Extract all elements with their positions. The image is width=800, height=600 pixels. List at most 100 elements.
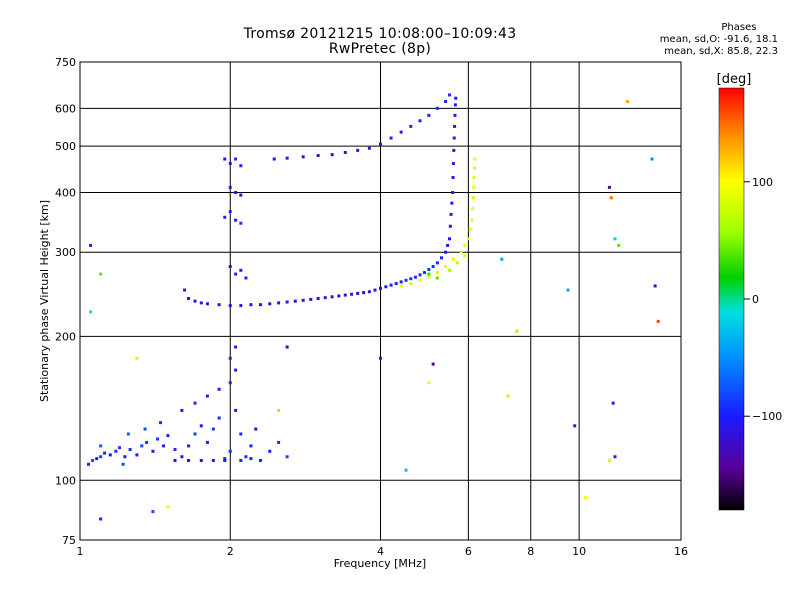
- echo-point: [217, 416, 221, 420]
- echo-point: [451, 257, 455, 261]
- x-tick-labels: 1 2 4 6 8 10 16: [77, 545, 689, 558]
- x-tick-label: 2: [227, 545, 234, 558]
- echo-point: [444, 250, 448, 254]
- echo-point: [409, 282, 413, 286]
- colorbar: [718, 87, 745, 511]
- echo-point: [617, 243, 621, 247]
- echo-point: [448, 93, 452, 97]
- echo-point: [427, 268, 431, 272]
- echo-point: [427, 381, 431, 385]
- echo-point: [431, 265, 435, 269]
- echo-point: [268, 302, 272, 306]
- y-tick-label: 400: [55, 186, 76, 199]
- echo-point: [343, 293, 347, 297]
- echo-point: [451, 161, 455, 165]
- stats-line-x: mean, sd,X: 85.8, 22.3: [664, 46, 778, 57]
- echo-point: [123, 455, 127, 459]
- echo-point: [285, 455, 289, 459]
- echo-point: [413, 275, 417, 279]
- y-tick-label: 500: [55, 140, 76, 153]
- echo-point: [409, 277, 413, 281]
- y-tick-label: 100: [55, 474, 76, 487]
- echo-point: [440, 256, 444, 260]
- echo-point: [435, 271, 439, 275]
- echo-point: [446, 243, 450, 247]
- grid: [80, 62, 681, 540]
- echo-point: [471, 196, 475, 200]
- echo-point: [126, 432, 130, 436]
- y-tick-label: 300: [55, 246, 76, 259]
- echo-point: [566, 288, 570, 292]
- echo-point: [249, 303, 253, 307]
- echo-point: [99, 272, 103, 276]
- echo-point: [418, 273, 422, 277]
- echo-point: [259, 458, 263, 462]
- echo-point: [103, 451, 107, 455]
- echo-point: [379, 286, 382, 290]
- x-tick-label: 16: [674, 545, 688, 558]
- echo-point: [453, 113, 457, 117]
- echo-point: [404, 468, 408, 472]
- echo-point: [87, 462, 91, 466]
- echo-point: [239, 304, 243, 308]
- echo-point: [217, 303, 221, 307]
- echo-point: [330, 295, 334, 299]
- echo-point: [452, 148, 456, 152]
- echo-point: [108, 453, 112, 457]
- echo-point: [223, 458, 227, 462]
- echo-point: [301, 298, 305, 302]
- echo-point: [472, 166, 476, 170]
- echo-point: [205, 394, 209, 398]
- echo-point: [173, 447, 177, 451]
- echo-point: [399, 280, 403, 284]
- echo-point: [249, 444, 253, 448]
- echo-point: [316, 154, 320, 158]
- echo-point: [151, 510, 155, 514]
- echo-point: [607, 458, 611, 462]
- x-tick-label: 8: [527, 545, 534, 558]
- echo-point: [427, 113, 431, 117]
- echo-point: [217, 387, 221, 391]
- echo-point: [145, 440, 149, 444]
- echo-point: [435, 261, 439, 265]
- echo-point: [470, 218, 474, 222]
- echo-point: [427, 275, 431, 279]
- echo-point: [193, 299, 197, 303]
- colorbar-ticks: 100 0 −100: [744, 176, 782, 423]
- y-tick-label: 750: [55, 56, 76, 69]
- echo-point: [473, 157, 477, 161]
- echo-point: [613, 237, 617, 241]
- x-axis-label: Frequency [MHz]: [334, 557, 426, 570]
- echo-point: [350, 292, 354, 296]
- echo-point: [656, 319, 660, 323]
- colorbar-tick-label: −100: [752, 410, 782, 423]
- echo-point: [506, 394, 510, 398]
- echo-point: [463, 254, 467, 258]
- echo-point: [609, 196, 613, 200]
- echo-point: [205, 440, 209, 444]
- echo-point: [455, 261, 459, 265]
- echo-point: [95, 457, 99, 461]
- echo-point: [234, 345, 238, 349]
- echo-point: [173, 458, 177, 462]
- echo-point: [143, 427, 147, 431]
- echo-point: [362, 291, 366, 295]
- echo-point: [448, 237, 452, 241]
- echo-point: [453, 103, 457, 107]
- echo-point: [180, 408, 184, 412]
- echo-point: [234, 218, 238, 222]
- echo-point: [244, 276, 248, 280]
- echo-point: [389, 283, 393, 287]
- echo-point: [159, 421, 163, 425]
- colorbar-tick-label: 100: [752, 176, 773, 189]
- echo-point: [228, 185, 232, 189]
- echo-point: [89, 310, 93, 314]
- echo-point: [418, 278, 422, 282]
- x-tick-label: 1: [77, 545, 84, 558]
- echo-point: [343, 150, 347, 154]
- echo-point: [472, 185, 476, 189]
- echo-point: [234, 157, 238, 161]
- echo-point: [309, 297, 313, 301]
- echo-point: [211, 458, 215, 462]
